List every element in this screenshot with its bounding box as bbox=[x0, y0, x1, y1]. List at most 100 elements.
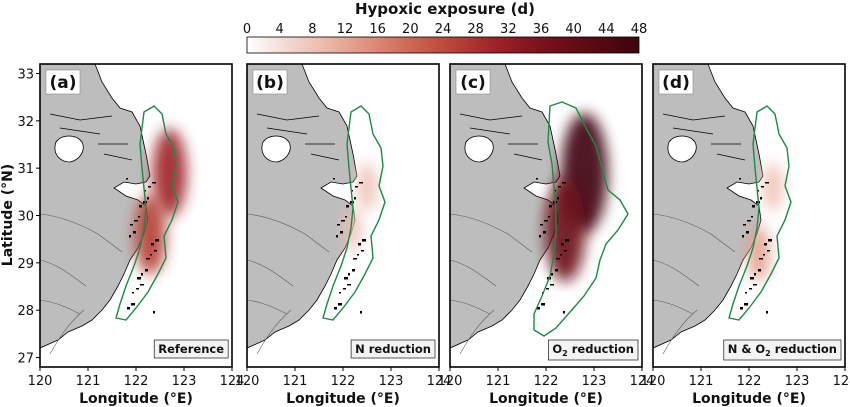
lake bbox=[261, 135, 291, 163]
x-tick-label: 123 bbox=[582, 374, 607, 389]
colorbar-tick-label: 44 bbox=[598, 22, 615, 37]
x-axis-label: Longitude (°E) bbox=[692, 391, 806, 407]
scenario-label-prefix: N & O bbox=[728, 342, 766, 356]
x-tick-label: 122 bbox=[737, 374, 762, 389]
y-axis-label: Latitude (°N) bbox=[0, 164, 16, 266]
scenario-label-subscript: 2 bbox=[562, 349, 568, 358]
x-tick-label: 122 bbox=[534, 374, 559, 389]
y-tick-label: 31 bbox=[17, 162, 34, 177]
x-tick-label: 123 bbox=[379, 374, 404, 389]
river-line bbox=[459, 309, 495, 355]
colorbar: Hypoxic exposure (d) 0 4 8 12 16 20 24 28 32 36 40… bbox=[243, 0, 647, 54]
map-panel: (b) N reduction 120 121 122 123 124 Longitude (… bbox=[235, 63, 452, 407]
scenario-label: O2 reduction bbox=[552, 342, 634, 358]
hypoxia-hotspot bbox=[134, 194, 167, 275]
lake bbox=[464, 135, 494, 163]
scenario-label-box bbox=[350, 339, 436, 359]
hypoxia-hotspot bbox=[357, 162, 377, 212]
x-tick-label: 124 bbox=[220, 374, 245, 389]
river-line bbox=[247, 299, 288, 315]
panel-tag-box bbox=[658, 69, 694, 95]
colorbar-tick-label: 40 bbox=[565, 22, 582, 37]
waterways bbox=[49, 113, 133, 161]
y-tick-label: 27 bbox=[17, 352, 34, 367]
panel-tag: (a) bbox=[49, 73, 76, 93]
lake bbox=[667, 135, 697, 163]
river-line bbox=[653, 259, 700, 287]
panel-tag: (c) bbox=[460, 73, 486, 93]
river-line bbox=[40, 299, 81, 315]
study-area-boundary bbox=[322, 105, 386, 321]
scenario-label-suffix: reduction bbox=[771, 342, 837, 356]
colorbar-tick-label: 32 bbox=[500, 22, 517, 37]
panel-tag-box bbox=[455, 69, 491, 95]
scenario-label-prefix: O bbox=[552, 342, 562, 356]
waterways bbox=[662, 113, 746, 161]
scenario-label-box bbox=[153, 339, 229, 359]
scenario-label-box bbox=[547, 339, 639, 361]
x-tick-label: 124 bbox=[630, 374, 655, 389]
map-panels: (a) Reference 120 121 122 123 124 Longitude (°E… bbox=[17, 63, 850, 407]
colorbar-tick-label: 0 bbox=[243, 22, 251, 37]
x-tick-label: 120 bbox=[28, 374, 53, 389]
x-axis-label: Longitude (°E) bbox=[286, 391, 400, 407]
hypoxia-hotspot bbox=[763, 162, 783, 212]
river-line bbox=[662, 309, 698, 355]
map-panel: (d) N & O2 reduction 120 121 122 123 124 Longit… bbox=[641, 63, 850, 407]
colorbar-tick-label: 16 bbox=[369, 22, 386, 37]
river-line bbox=[450, 259, 497, 287]
river-line bbox=[247, 259, 294, 287]
river-line bbox=[653, 299, 694, 315]
river-line bbox=[247, 213, 330, 253]
river-line bbox=[40, 213, 123, 253]
lake bbox=[54, 135, 84, 163]
river-line bbox=[450, 299, 491, 315]
x-tick-label: 124 bbox=[427, 374, 452, 389]
y-tick-label: 28 bbox=[17, 304, 34, 319]
x-tick-label: 122 bbox=[331, 374, 356, 389]
x-tick-label: 120 bbox=[641, 374, 666, 389]
panel-tag-box bbox=[252, 69, 288, 95]
colorbar-tick-label: 20 bbox=[402, 22, 419, 37]
colorbar-tick-label: 4 bbox=[276, 22, 284, 37]
river-line bbox=[653, 213, 736, 253]
river-line bbox=[256, 309, 292, 355]
colorbar-tick-label: 36 bbox=[533, 22, 550, 37]
x-tick-label: 123 bbox=[172, 374, 197, 389]
x-axis-label: Longitude (°E) bbox=[489, 391, 603, 407]
panel-map-content bbox=[653, 64, 792, 355]
hypoxia-hotspot bbox=[152, 128, 187, 217]
colorbar-tick-label: 28 bbox=[467, 22, 484, 37]
x-tick-label: 122 bbox=[124, 374, 149, 389]
scenario-label: Reference bbox=[158, 342, 224, 356]
colorbar-bar bbox=[246, 36, 640, 54]
panel-map-content bbox=[247, 64, 386, 355]
scenario-label-suffix: reduction bbox=[568, 342, 634, 356]
colorbar-title: Hypoxic exposure (d) bbox=[355, 0, 535, 18]
islands bbox=[126, 178, 159, 314]
study-area-boundary bbox=[533, 101, 629, 337]
scenario-label: N reduction bbox=[355, 342, 431, 356]
x-tick-label: 124 bbox=[833, 374, 850, 389]
x-tick-label: 121 bbox=[283, 374, 308, 389]
y-tick-label: 33 bbox=[17, 67, 34, 82]
waterways bbox=[459, 113, 543, 161]
panel-map-content bbox=[450, 64, 629, 355]
panel-map-content bbox=[40, 64, 187, 355]
map-panel: (c) O2 reduction 120 121 122 123 124 Longitude … bbox=[438, 63, 655, 407]
x-tick-label: 121 bbox=[689, 374, 714, 389]
hypoxia-hotspot bbox=[544, 177, 586, 282]
study-area-boundary bbox=[728, 105, 792, 321]
land-mass bbox=[247, 64, 358, 349]
panel-tag-box bbox=[45, 69, 81, 95]
scenario-label: N & O2 reduction bbox=[728, 342, 837, 358]
y-tick-label: 29 bbox=[17, 257, 34, 272]
map-panel: (a) Reference 120 121 122 123 124 Longitude (°E… bbox=[17, 63, 245, 407]
river-line bbox=[450, 213, 533, 253]
study-area-boundary bbox=[115, 105, 179, 321]
x-tick-label: 121 bbox=[486, 374, 511, 389]
x-tick-label: 120 bbox=[438, 374, 463, 389]
hypoxia-hotspot bbox=[747, 225, 770, 282]
x-axis-label: Longitude (°E) bbox=[79, 391, 193, 407]
